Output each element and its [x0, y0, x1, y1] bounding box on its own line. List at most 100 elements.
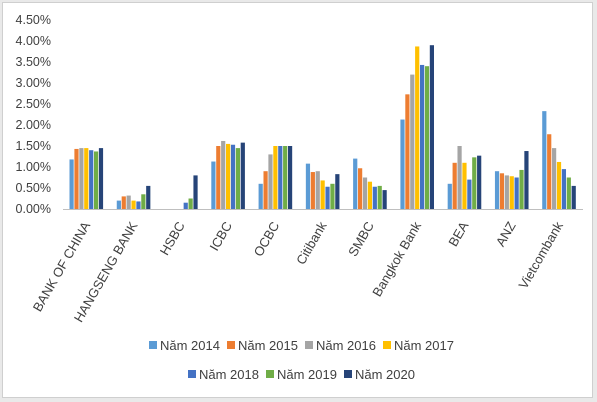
bar-bangkok-bank-n-m-2016 [410, 74, 415, 209]
bar-vietcombank-n-m-2019 [566, 177, 571, 209]
bar-bangkok-bank-n-m-2020 [429, 45, 434, 210]
bar-bea-n-m-2018 [467, 179, 472, 209]
bar-bank-of-china-n-m-2020 [98, 148, 104, 209]
bar-citibank-n-m-2018 [325, 186, 330, 209]
bar-hsbc-n-m-2020 [193, 175, 198, 209]
bar-ocbc-n-m-2019 [283, 146, 288, 209]
y-tick-label: 1.50% [16, 139, 51, 153]
bar-bank-of-china-n-m-2018 [89, 150, 94, 209]
y-tick-label: 4.00% [16, 34, 51, 48]
bar-icbc-n-m-2015 [216, 146, 221, 209]
legend: Năm 2014 Năm 2015 Năm 2016 Năm 2017 Năm 2018… [149, 338, 454, 382]
bar-anz-n-m-2016 [504, 175, 509, 209]
legend-label: Năm 2014 [160, 338, 220, 353]
x-tick-label: ICBC [207, 219, 236, 253]
y-tick-label: 3.50% [16, 55, 51, 69]
bar-citibank-n-m-2015 [310, 172, 315, 209]
bar-smbc-n-m-2018 [372, 186, 377, 209]
bar-anz-n-m-2014 [494, 171, 500, 209]
legend-item-n-m-2020: Năm 2020 [344, 367, 415, 382]
bar-hsbc-n-m-2018 [183, 202, 188, 209]
legend-label: Năm 2016 [316, 338, 376, 353]
bar-bangkok-bank-n-m-2014 [400, 119, 405, 209]
legend-swatch [149, 341, 157, 349]
bar-smbc-n-m-2014 [353, 158, 358, 209]
bar-ocbc-n-m-2014 [258, 183, 263, 209]
legend-item-n-m-2014: Năm 2014 [149, 338, 220, 353]
x-tick-label: Citibank [293, 219, 330, 268]
bar-bangkok-bank-n-m-2019 [424, 66, 430, 209]
bar-smbc-n-m-2020 [382, 190, 387, 209]
bar-icbc-n-m-2016 [221, 140, 226, 209]
bar-bea-n-m-2015 [452, 162, 457, 209]
bar-citibank-n-m-2020 [335, 174, 340, 209]
bar-hangseng-bank-n-m-2015 [121, 196, 126, 209]
bar-vietcombank-n-m-2015 [547, 134, 552, 209]
bar-ocbc-n-m-2016 [268, 154, 273, 209]
bar-icbc-n-m-2018 [230, 144, 236, 209]
legend-item-n-m-2017: Năm 2017 [383, 338, 454, 353]
x-tick-label: Vietcombank [516, 219, 567, 292]
bar-bea-n-m-2014 [447, 183, 452, 209]
bar-bangkok-bank-n-m-2015 [405, 94, 410, 209]
bar-vietcombank-n-m-2014 [542, 111, 547, 209]
bar-bank-of-china-n-m-2014 [69, 159, 74, 209]
bar-icbc-n-m-2017 [226, 143, 231, 209]
legend-swatch [266, 370, 274, 378]
bar-bea-n-m-2019 [472, 157, 477, 209]
y-tick-label: 1.00% [16, 160, 51, 174]
bar-citibank-n-m-2014 [305, 163, 311, 209]
x-tick-label: BEA [445, 219, 471, 249]
bar-ocbc-n-m-2018 [278, 146, 283, 209]
chart-frame: 0.00% 0.50% 1.00% 1.50% 2.00% 2.50% 3.00% 3.50%… [2, 2, 593, 398]
bar-bangkok-bank-n-m-2018 [420, 64, 425, 209]
bar-bea-n-m-2020 [477, 155, 482, 209]
legend-swatch [227, 341, 235, 349]
legend-label: Năm 2019 [277, 367, 337, 382]
bar-smbc-n-m-2017 [367, 181, 373, 209]
legend-label: Năm 2015 [238, 338, 298, 353]
bar-smbc-n-m-2015 [358, 168, 363, 209]
y-tick-label: 3.00% [16, 76, 51, 90]
bar-icbc-n-m-2019 [235, 148, 240, 209]
legend-label: Năm 2020 [355, 367, 415, 382]
bar-hangseng-bank-n-m-2019 [141, 194, 146, 209]
bar-hangseng-bank-n-m-2018 [136, 201, 141, 209]
y-tick-label: 2.00% [16, 118, 51, 132]
bar-vietcombank-n-m-2016 [552, 148, 557, 209]
bar-bank-of-china-n-m-2016 [79, 148, 84, 209]
bar-anz-n-m-2015 [499, 173, 505, 209]
bar-anz-n-m-2018 [514, 177, 519, 209]
bar-hangseng-bank-n-m-2014 [116, 200, 121, 209]
y-axis-labels: 0.00% 0.50% 1.00% 1.50% 2.00% 2.50% 3.00% 3.50%… [16, 13, 51, 216]
legend-swatch [383, 341, 391, 349]
legend-item-n-m-2018: Năm 2018 [188, 367, 259, 382]
bar-citibank-n-m-2017 [320, 180, 325, 209]
legend-item-n-m-2015: Năm 2015 [227, 338, 298, 353]
bar-bank-of-china-n-m-2019 [93, 151, 99, 209]
bar-chart: 0.00% 0.50% 1.00% 1.50% 2.00% 2.50% 3.00% 3.50%… [16, 13, 583, 382]
bar-bank-of-china-n-m-2017 [84, 148, 89, 209]
bar-vietcombank-n-m-2018 [561, 169, 567, 209]
x-tick-label: HSBC [157, 219, 188, 258]
bar-hangseng-bank-n-m-2017 [131, 200, 136, 209]
bar-ocbc-n-m-2017 [273, 146, 278, 209]
bar-bank-of-china-n-m-2015 [74, 148, 79, 209]
bar-anz-n-m-2020 [524, 151, 529, 209]
y-tick-label: 0.50% [16, 181, 51, 195]
bar-anz-n-m-2017 [509, 176, 514, 209]
y-tick-label: 0.00% [16, 202, 51, 216]
bar-bea-n-m-2016 [457, 146, 462, 209]
legend-item-n-m-2019: Năm 2019 [266, 367, 337, 382]
x-tick-label: OCBC [251, 219, 283, 259]
y-tick-label: 2.50% [16, 97, 51, 111]
bars [69, 45, 576, 210]
bar-vietcombank-n-m-2020 [571, 185, 576, 209]
bar-citibank-n-m-2016 [315, 171, 320, 209]
legend-swatch [344, 370, 352, 378]
bar-hangseng-bank-n-m-2016 [126, 195, 131, 209]
x-tick-label: SMBC [345, 219, 377, 259]
legend-label: Năm 2017 [394, 338, 454, 353]
bar-ocbc-n-m-2015 [263, 171, 268, 209]
